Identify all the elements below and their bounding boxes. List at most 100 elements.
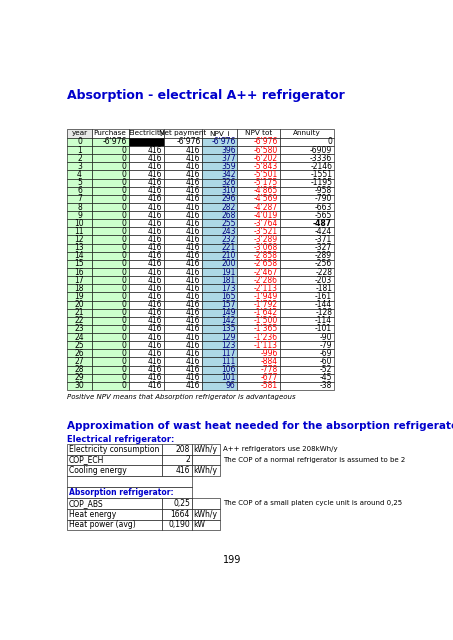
Bar — [202, 146, 237, 154]
Bar — [237, 220, 280, 227]
Bar — [164, 374, 202, 382]
Bar — [164, 252, 202, 260]
Bar — [202, 308, 237, 317]
Bar — [202, 179, 237, 187]
Bar — [129, 349, 164, 357]
Text: 3: 3 — [77, 162, 82, 171]
Text: 416: 416 — [186, 316, 201, 325]
Bar — [202, 220, 237, 227]
Bar — [192, 444, 220, 454]
Bar — [67, 476, 192, 487]
Bar — [164, 317, 202, 325]
Bar — [237, 349, 280, 357]
Bar — [202, 195, 237, 203]
Text: 416: 416 — [147, 211, 162, 220]
Text: -4'569: -4'569 — [253, 195, 278, 204]
Bar — [67, 187, 92, 195]
Text: -5'175: -5'175 — [254, 178, 278, 187]
Bar — [237, 211, 280, 220]
Text: -6'976: -6'976 — [253, 138, 278, 147]
Text: 416: 416 — [147, 227, 162, 236]
Bar — [67, 498, 162, 509]
Text: kWh/y: kWh/y — [193, 509, 217, 518]
Text: 0: 0 — [122, 227, 127, 236]
Bar — [202, 187, 237, 195]
Bar — [129, 227, 164, 236]
Bar — [67, 284, 92, 292]
Bar — [237, 308, 280, 317]
Text: -996: -996 — [260, 349, 278, 358]
Text: 268: 268 — [222, 211, 236, 220]
Text: 416: 416 — [147, 202, 162, 211]
Text: -2'467: -2'467 — [254, 268, 278, 276]
Text: -371: -371 — [315, 235, 332, 244]
Text: 416: 416 — [147, 259, 162, 268]
Text: 0: 0 — [122, 178, 127, 187]
Bar — [202, 244, 237, 252]
Bar — [92, 349, 129, 357]
Bar — [280, 179, 334, 187]
Bar — [92, 195, 129, 203]
Bar — [92, 260, 129, 268]
Text: -1'113: -1'113 — [254, 340, 278, 349]
Bar — [92, 211, 129, 220]
Bar — [67, 227, 92, 236]
Bar — [202, 357, 237, 365]
Bar — [164, 220, 202, 227]
Bar — [92, 276, 129, 284]
Bar — [237, 179, 280, 187]
Bar — [67, 349, 92, 357]
Bar — [164, 333, 202, 341]
Bar — [237, 154, 280, 163]
Text: 416: 416 — [186, 154, 201, 163]
Text: 0: 0 — [122, 235, 127, 244]
Text: 416: 416 — [147, 276, 162, 285]
Text: 0,190: 0,190 — [168, 520, 190, 529]
Bar — [237, 333, 280, 341]
Bar — [92, 284, 129, 292]
Bar — [202, 211, 237, 220]
Bar — [92, 301, 129, 308]
Text: -3'289: -3'289 — [254, 235, 278, 244]
Text: 191: 191 — [222, 268, 236, 276]
Bar — [92, 220, 129, 227]
Text: 416: 416 — [186, 365, 201, 374]
Bar — [280, 203, 334, 211]
Text: 6: 6 — [77, 186, 82, 195]
Text: 416: 416 — [186, 145, 201, 155]
Text: 416: 416 — [186, 324, 201, 333]
Text: -1195: -1195 — [310, 178, 332, 187]
Text: 416: 416 — [147, 308, 162, 317]
Text: 101: 101 — [222, 373, 236, 382]
Text: NPV tot: NPV tot — [245, 130, 272, 136]
Bar — [280, 227, 334, 236]
Text: The COP of a normal refrigerator is assumed to be 2: The COP of a normal refrigerator is assu… — [223, 457, 405, 463]
Text: 157: 157 — [221, 300, 236, 309]
Text: 0: 0 — [122, 195, 127, 204]
Text: 416: 416 — [147, 170, 162, 179]
Bar — [202, 252, 237, 260]
Bar — [237, 284, 280, 292]
Bar — [129, 260, 164, 268]
Bar — [164, 268, 202, 276]
Text: -1'236: -1'236 — [254, 333, 278, 342]
Text: 416: 416 — [147, 316, 162, 325]
Bar — [164, 308, 202, 317]
Bar — [164, 211, 202, 220]
Text: 0: 0 — [122, 268, 127, 276]
Bar — [164, 382, 202, 390]
Text: -6'976: -6'976 — [211, 138, 236, 147]
Bar — [67, 203, 92, 211]
Bar — [280, 252, 334, 260]
Bar — [280, 333, 334, 341]
Text: 416: 416 — [186, 186, 201, 195]
Text: 0: 0 — [122, 324, 127, 333]
Text: -1551: -1551 — [310, 170, 332, 179]
Bar — [129, 333, 164, 341]
Bar — [280, 301, 334, 308]
Text: 0: 0 — [122, 373, 127, 382]
Bar — [67, 444, 162, 454]
Bar — [237, 301, 280, 308]
Text: -3'764: -3'764 — [253, 219, 278, 228]
Bar — [280, 292, 334, 301]
